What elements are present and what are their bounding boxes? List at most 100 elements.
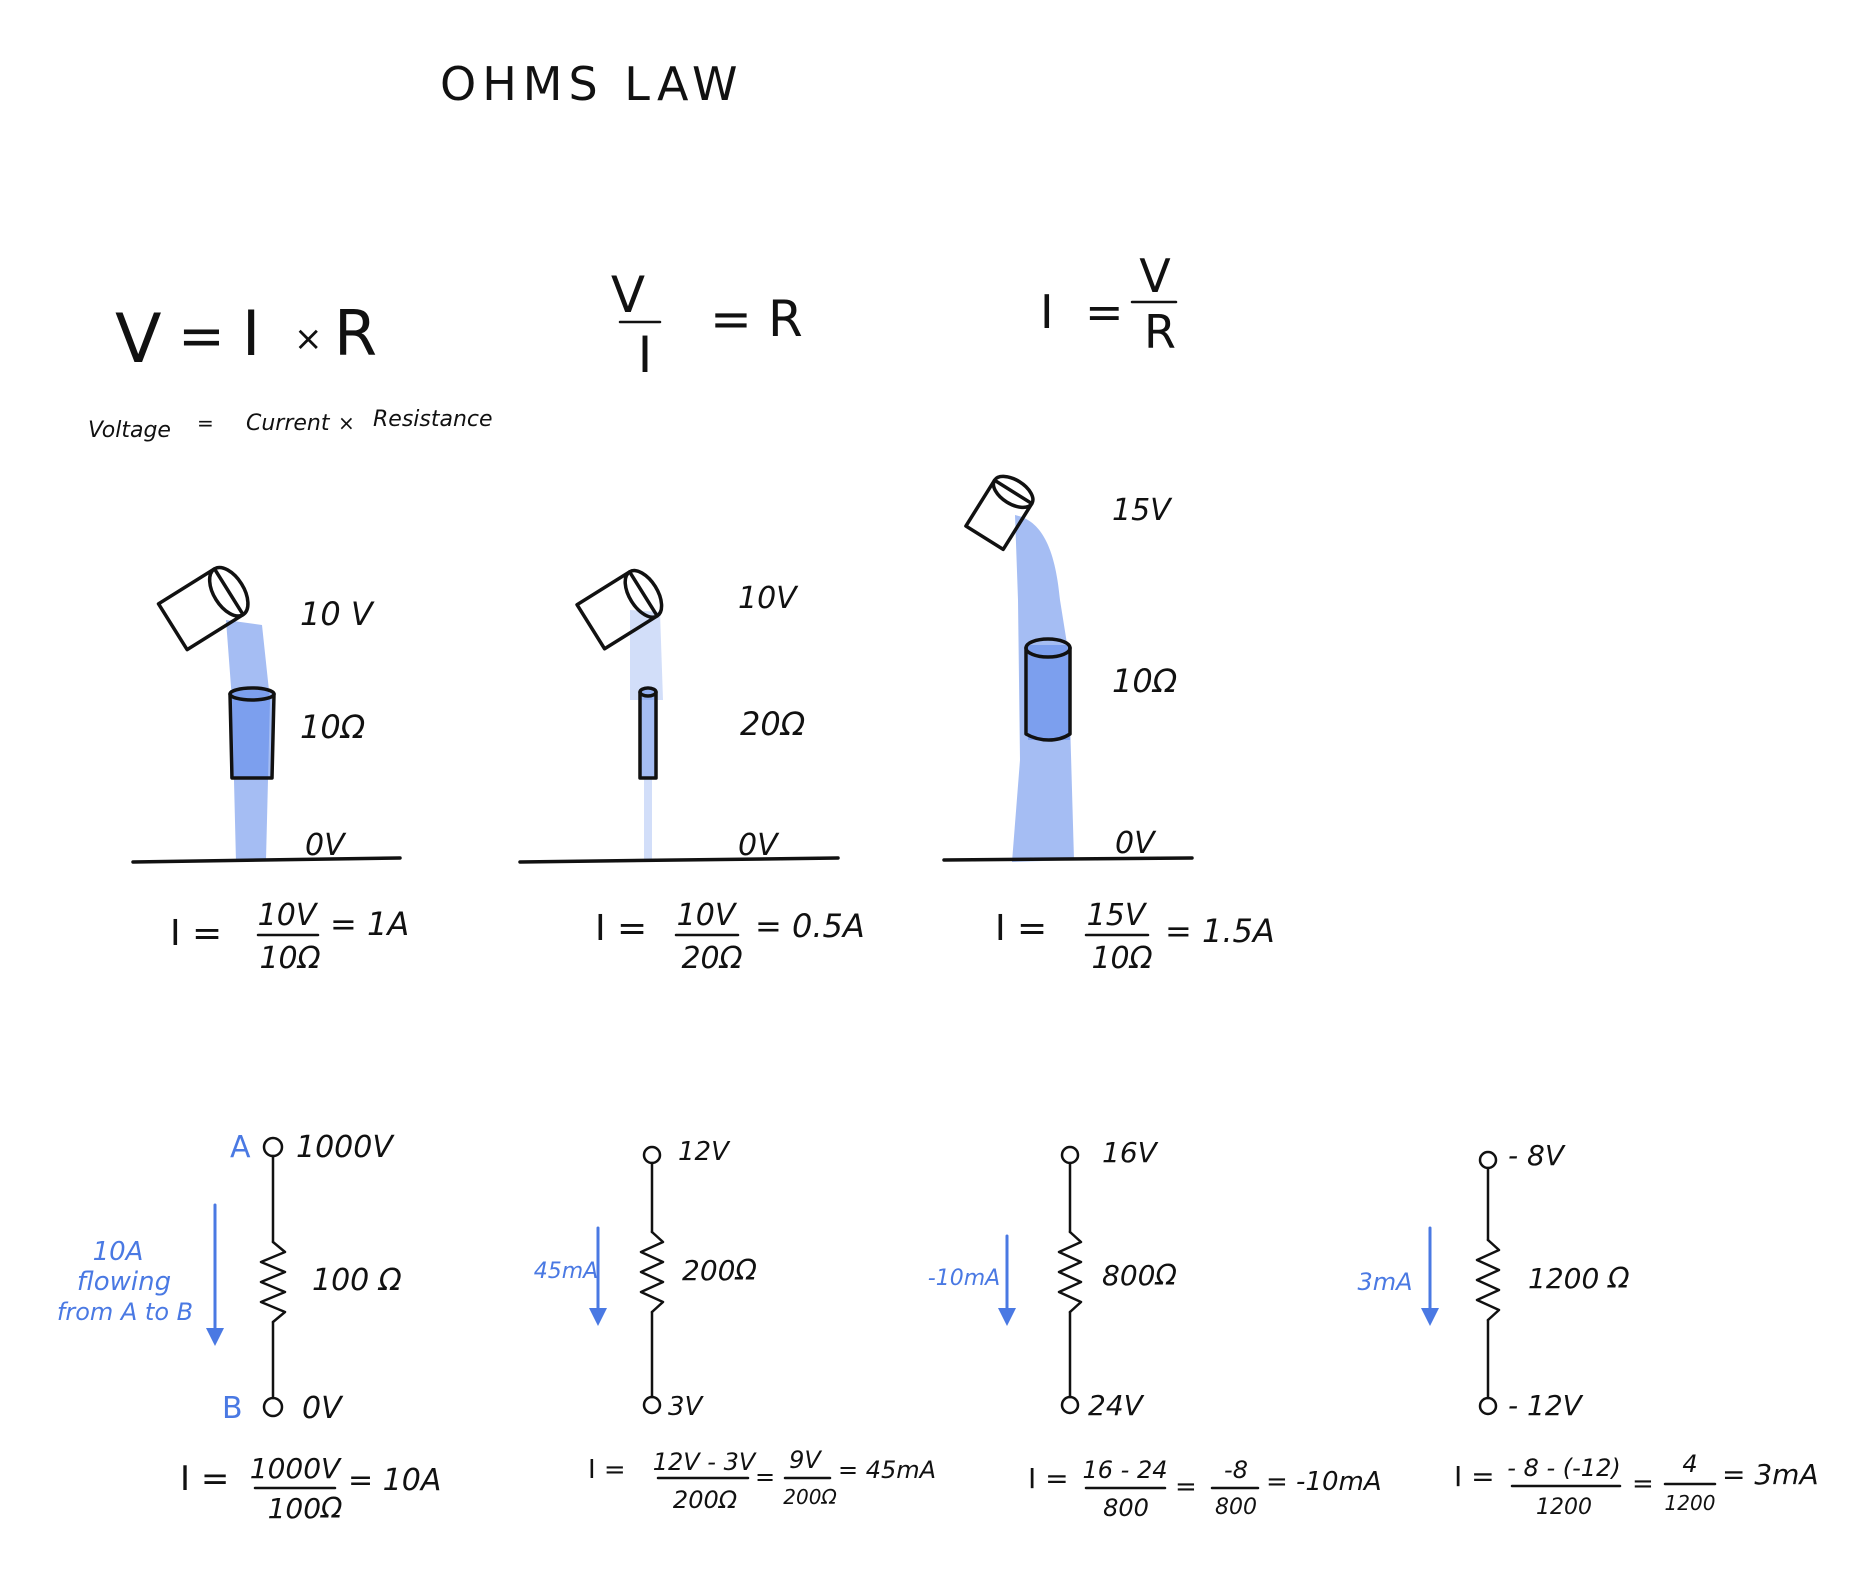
page-title: OHMS LAW [440,57,743,111]
equation-lhs: I = [588,1455,626,1485]
top-voltage: 16V [1102,1136,1159,1169]
equation-numerator: 10V [677,898,738,933]
equation-equals: = [1175,1472,1197,1502]
current-label-line: 45mA [534,1259,598,1284]
bottom-voltage: 0V [302,1391,344,1426]
equation-lhs: I = [1028,1462,1069,1495]
node-terminal [1060,1145,1080,1165]
node-terminal [642,1145,662,1165]
resistor-zigzag [639,1230,665,1314]
node-terminal [1478,1396,1498,1416]
current-equation: I = 12V - 3V 200Ω = 9V 200Ω = 45mA [588,1446,936,1514]
ground-line [131,856,402,864]
current-equation: I = 10V 20Ω = 0.5A [595,898,865,976]
pouring-cup-icon [964,474,1035,552]
formula-symbol: I [1040,285,1054,339]
arrow-head-icon [1421,1308,1439,1326]
current-label-line: flowing [77,1267,171,1297]
equation-result: = 1A [330,905,409,943]
arrow-head-icon [998,1308,1016,1326]
equation-denominator: 10Ω [1091,941,1152,976]
node-terminal [262,1136,284,1158]
equation-numerator: 1000V [250,1452,342,1485]
voltage-label: 15V [1112,493,1173,528]
equation-denominator: 800 [1103,1494,1149,1522]
current-label-line: from A to B [57,1298,193,1326]
equation-numerator: 15V [1087,898,1148,933]
equation-equals: = [755,1463,775,1491]
formula-symbol: × [294,319,323,359]
voltage-label: 10 V [300,595,375,633]
equation-result: = 0.5A [755,907,865,945]
node-terminal [1060,1395,1080,1415]
water-diagram-2: 10V 20Ω 0V I = 10V 20Ω = 0.5A [518,568,865,976]
equation-numerator: 16 - 24 [1083,1456,1168,1484]
formula-numerator: V [1139,249,1171,303]
equation-result: = 45mA [838,1456,936,1484]
current-label-line: 10A [93,1237,144,1267]
top-voltage: - 8V [1508,1139,1566,1172]
equation-lhs: I = [595,908,647,949]
water-diagram-3: 15V 10Ω 0V I = 15V 10Ω = 1.5A [942,474,1275,976]
current-label-line: 3mA [1357,1268,1412,1296]
node-label-a: A [230,1130,251,1165]
equation-result: = -10mA [1266,1467,1382,1497]
equation-denominator: 200Ω [783,1485,837,1509]
current-equation: I = 10V 10Ω = 1A [170,898,409,976]
arrow-head-icon [589,1308,607,1326]
resistance-label: 100 Ω [312,1263,402,1298]
node-label-b: B [222,1391,243,1426]
node-terminal [262,1396,284,1418]
formula-symbol: R [768,290,803,348]
word-current: Current [246,411,331,436]
resistance-label: 10Ω [300,708,366,746]
formula-v-equals-i-times-r: V = I × R [115,297,377,379]
word-voltage: Voltage [88,418,171,443]
equation-lhs: I = [170,913,222,954]
equation-numerator: -8 [1224,1456,1248,1484]
current-equation: I = - 8 - (-12) 1200 = 4 1200 = 3mA [1454,1450,1819,1520]
node-terminal [1478,1150,1498,1170]
current-label-line: -10mA [928,1266,1000,1291]
equation-numerator: - 8 - (-12) [1507,1454,1620,1482]
equation-denominator: 200Ω [673,1486,738,1514]
equation-lhs: I = [1454,1460,1495,1493]
water-diagram-1: 10 V 10Ω 0V I = 10V 10Ω = 1A [131,565,409,976]
resistor-zigzag [1057,1230,1083,1314]
bottom-voltage: 3V [668,1392,705,1422]
equation-denominator: 10Ω [259,941,320,976]
formula-i-equals-v-over-r: I = V R [1040,249,1178,359]
bottom-voltage: 24V [1088,1389,1145,1422]
current-equation: I = 1000V 100Ω = 10A [180,1452,441,1525]
pouring-cup-icon [575,568,664,651]
resistance-label: 800Ω [1102,1259,1177,1292]
formula-symbol: = [1085,285,1124,339]
voltage-label: 10V [738,581,799,616]
resistance-label: 20Ω [740,705,806,743]
pouring-cup-icon [156,565,250,652]
ground-label: 0V [738,828,780,863]
arrow-head-icon [206,1328,224,1346]
equation-lhs: I = [995,908,1047,949]
circuit-4: - 8V - 12V 1200 Ω 3mA I = - 8 - (-12) 12… [1357,1139,1818,1520]
equation-equals: = [1632,1469,1654,1499]
formula-denominator: R [1144,305,1176,359]
equation-numerator: 12V - 3V [653,1448,757,1476]
equation-numerator: 4 [1682,1450,1697,1478]
word-equals: = [197,411,214,435]
resistance-label: 200Ω [682,1254,757,1287]
formula-symbol: = [710,290,752,348]
ground-label: 0V [1115,826,1157,861]
equation-result: = 3mA [1722,1458,1819,1491]
resistor-zigzag [259,1240,287,1324]
equation-numerator: 9V [789,1446,822,1474]
formula-denominator: I [638,326,653,384]
formula-numerator: V [611,266,645,324]
ground-label: 0V [305,828,347,863]
top-voltage: 1000V [296,1130,395,1165]
formula-symbol: = [178,304,225,369]
resistor-cylinder-icon [228,686,276,780]
formula-symbol: I [242,297,260,370]
equation-denominator: 100Ω [268,1492,343,1525]
